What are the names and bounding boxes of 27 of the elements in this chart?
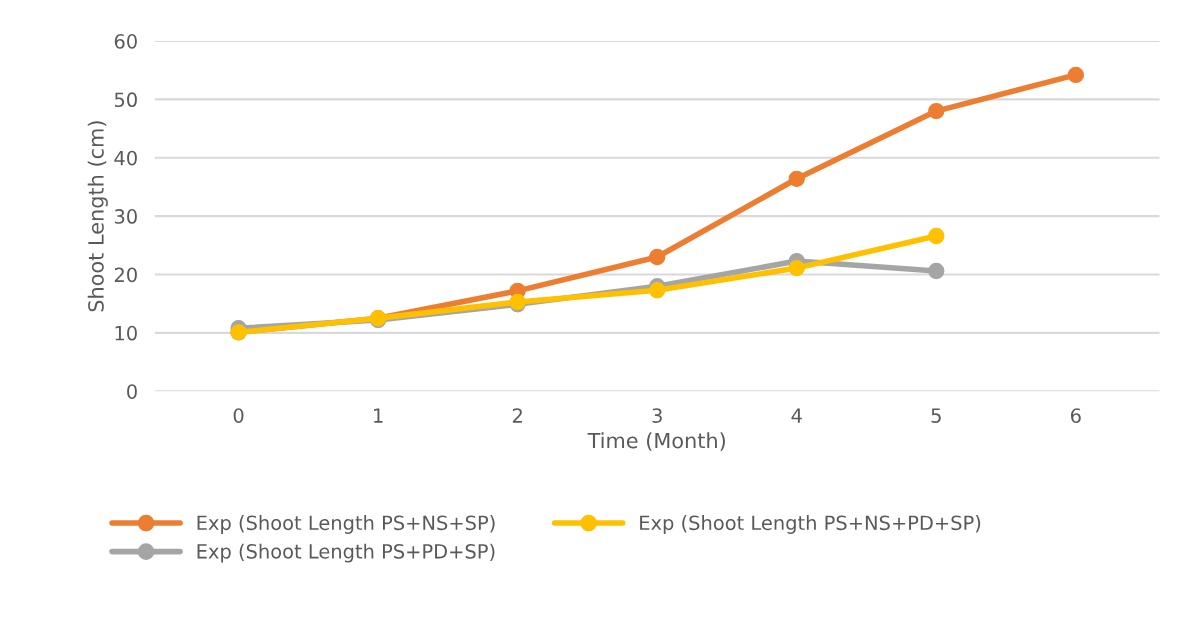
legend-label: Exp (Shoot Length PS+PD+SP)	[197, 543, 495, 563]
legend-label: Exp (Shoot Length PS+NS+SP)	[197, 515, 495, 534]
y-axis-title: Shoot Length (cm)	[87, 121, 108, 312]
point	[788, 170, 805, 187]
point	[649, 282, 666, 299]
y-tick-label: 0	[127, 384, 137, 399]
x-tick-label: 1	[374, 408, 383, 423]
x-tick-label: 4	[791, 408, 802, 423]
x-tick-label: 3	[652, 408, 662, 423]
legend-label: Exp (Shoot Length PS+NS+PD+SP)	[640, 515, 981, 534]
point	[928, 227, 945, 245]
point	[1067, 66, 1084, 84]
x-tick-label: 5	[931, 408, 941, 423]
x-tick-label: 0	[233, 408, 244, 423]
x-tick-label: 6	[1070, 408, 1081, 423]
point	[788, 259, 805, 277]
y-tick-label: 20	[114, 267, 137, 283]
y-tick-label: 40	[114, 150, 137, 166]
y-tick-label: 60	[114, 34, 137, 49]
point	[649, 248, 666, 266]
point	[928, 262, 945, 280]
point	[928, 102, 945, 120]
x-axis-title: Time (Month)	[587, 432, 725, 451]
y-tick-label: 50	[114, 92, 137, 108]
y-tick-label: 30	[114, 209, 137, 224]
x-tick-label: 2	[512, 408, 522, 423]
y-tick-label: 10	[115, 325, 137, 341]
